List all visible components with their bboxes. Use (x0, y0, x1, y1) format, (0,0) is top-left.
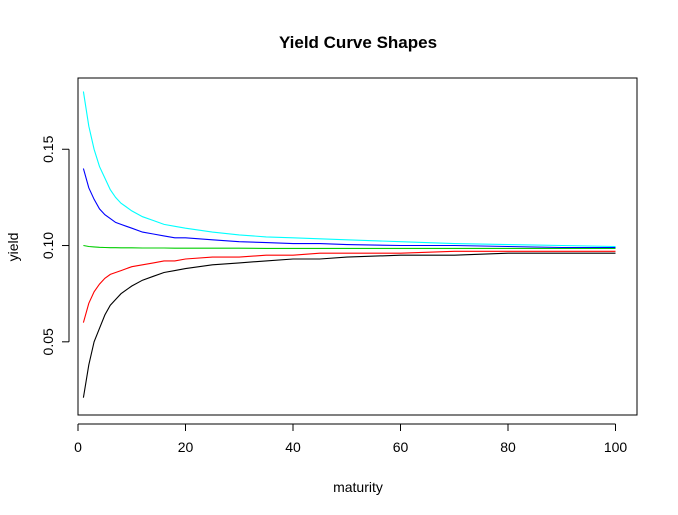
x-tick-label: 0 (74, 439, 82, 455)
series-group (82, 91, 616, 398)
series-line-3 (83, 244, 616, 249)
series-line-4 (82, 168, 616, 249)
x-tick-label: 40 (285, 439, 301, 455)
y-tick-label: 0.10 (40, 232, 56, 259)
y-tick-label: 0.15 (40, 135, 56, 162)
chart-title: Yield Curve Shapes (279, 33, 437, 52)
y-axis: 0.05 0.10 0.15 (40, 135, 70, 355)
plot-frame (77, 77, 638, 416)
x-tick-label: 100 (604, 439, 628, 455)
series-line-5 (82, 91, 616, 248)
x-axis: 0 20 40 60 80 100 (74, 423, 628, 455)
y-axis-label: yield (5, 233, 21, 262)
y-tick-label: 0.05 (40, 328, 56, 355)
x-tick-label: 80 (500, 439, 516, 455)
x-tick-label: 20 (178, 439, 194, 455)
x-axis-label: maturity (333, 479, 383, 495)
series-line-2 (82, 250, 616, 323)
x-tick-label: 60 (393, 439, 409, 455)
series-line-1 (82, 252, 616, 398)
